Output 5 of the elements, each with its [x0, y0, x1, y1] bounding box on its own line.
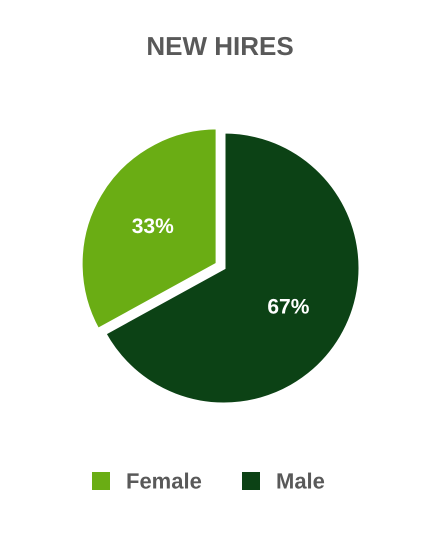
legend-label: Female — [126, 468, 202, 494]
legend-label: Male — [276, 468, 325, 494]
chart-title: NEW HIRES — [146, 31, 294, 61]
data-label: 67% — [267, 295, 310, 318]
data-label: 33% — [132, 215, 174, 238]
